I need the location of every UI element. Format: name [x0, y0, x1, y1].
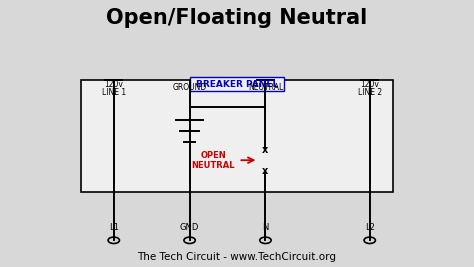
- Text: N: N: [262, 223, 269, 232]
- Text: Open/Floating Neutral: Open/Floating Neutral: [106, 8, 368, 28]
- Text: GND: GND: [180, 223, 199, 232]
- Text: TechCircuit.org: TechCircuit.org: [230, 108, 339, 170]
- Text: The Tech Circuit - www.TechCircuit.org: The Tech Circuit - www.TechCircuit.org: [137, 252, 337, 262]
- Text: x: x: [262, 144, 269, 155]
- Text: LINE 1: LINE 1: [102, 88, 126, 97]
- Text: L1: L1: [109, 223, 118, 232]
- Text: LINE 2: LINE 2: [358, 88, 382, 97]
- Bar: [81, 80, 393, 192]
- Text: OPEN
NEUTRAL: OPEN NEUTRAL: [191, 151, 235, 170]
- Text: L2: L2: [365, 223, 374, 232]
- Text: 120v: 120v: [104, 80, 123, 89]
- Text: 120v: 120v: [360, 80, 379, 89]
- Text: x: x: [262, 166, 269, 176]
- Text: NEUTRAL: NEUTRAL: [248, 83, 283, 92]
- Bar: [190, 77, 284, 91]
- Text: GROUND: GROUND: [173, 83, 207, 92]
- Text: BREAKER PANEL: BREAKER PANEL: [196, 80, 278, 89]
